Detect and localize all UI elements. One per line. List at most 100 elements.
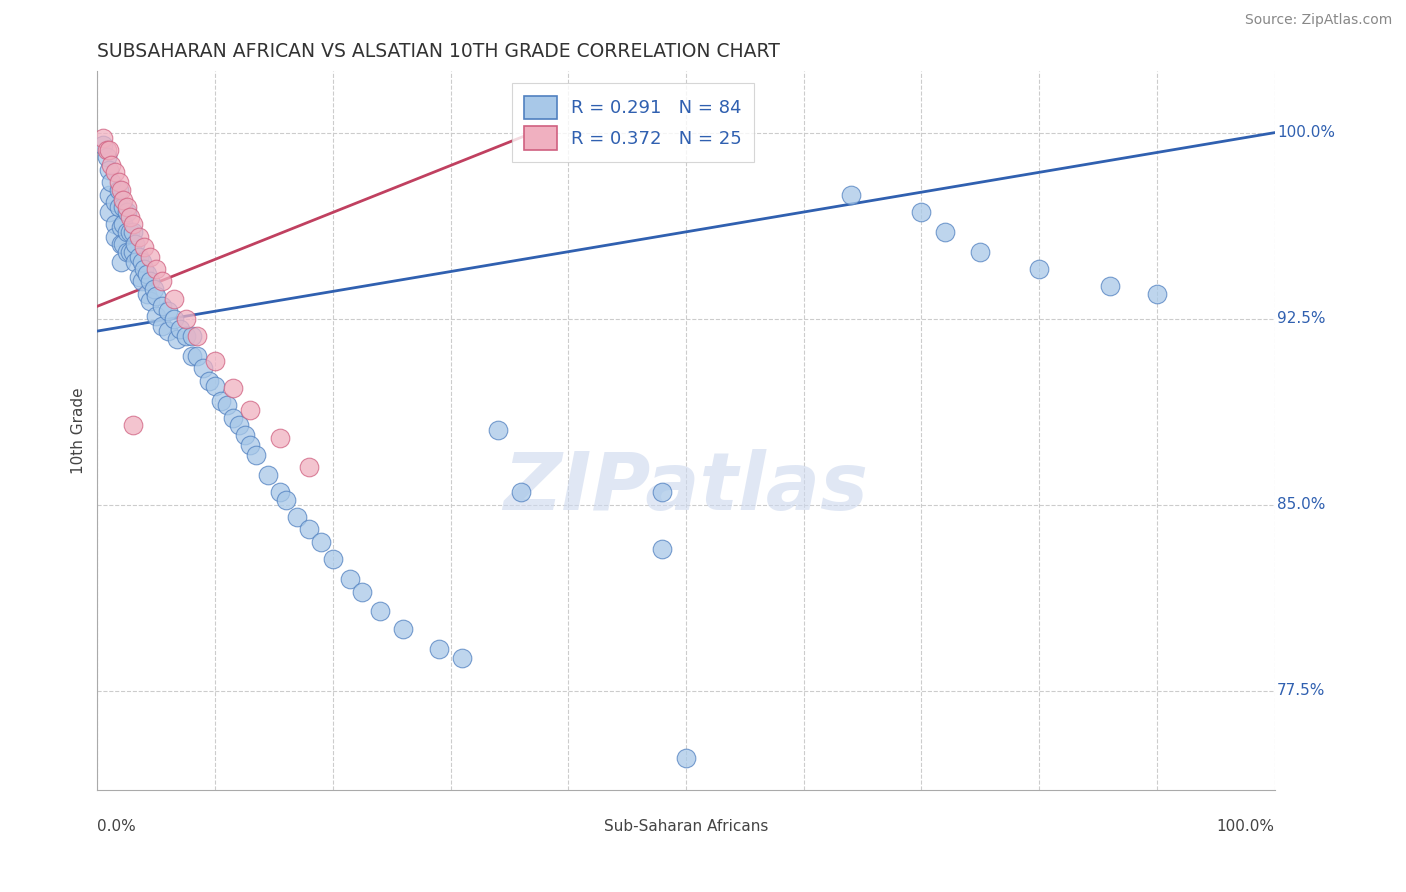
Point: [139, 275, 162, 289]
Point: [139, 250, 162, 264]
Point: [174, 311, 197, 326]
Point: [104, 165, 127, 179]
Point: [180, 329, 202, 343]
Point: [309, 535, 332, 549]
Point: [91, 130, 114, 145]
Point: [322, 552, 344, 566]
Point: [91, 138, 114, 153]
Point: [104, 218, 127, 232]
Point: [1098, 279, 1121, 293]
Point: [510, 485, 533, 500]
Legend: R = 0.291   N = 84, R = 0.372   N = 25: R = 0.291 N = 84, R = 0.372 N = 25: [512, 83, 755, 162]
Point: [209, 393, 232, 408]
Point: [1028, 262, 1050, 277]
Point: [121, 225, 143, 239]
Point: [215, 399, 238, 413]
Text: 0.0%: 0.0%: [97, 819, 136, 834]
Point: [112, 200, 135, 214]
Point: [257, 467, 280, 482]
Point: [651, 542, 673, 557]
Point: [163, 292, 186, 306]
Text: ZIPatlas: ZIPatlas: [503, 449, 869, 527]
Point: [128, 269, 150, 284]
Point: [392, 622, 415, 636]
Point: [120, 210, 142, 224]
Point: [204, 354, 226, 368]
Point: [150, 319, 173, 334]
Point: [163, 311, 186, 326]
Point: [239, 438, 262, 452]
Point: [427, 641, 450, 656]
Point: [121, 218, 143, 232]
Point: [100, 175, 122, 189]
Point: [287, 510, 309, 524]
Point: [112, 193, 135, 207]
Point: [107, 175, 129, 189]
Point: [274, 492, 297, 507]
Point: [115, 205, 138, 219]
Point: [142, 282, 165, 296]
Point: [180, 349, 202, 363]
Text: Sub-Saharan Africans: Sub-Saharan Africans: [603, 819, 768, 834]
Point: [186, 329, 208, 343]
Point: [104, 230, 127, 244]
Point: [110, 237, 132, 252]
Point: [96, 151, 118, 165]
Point: [934, 225, 956, 239]
Text: Source: ZipAtlas.com: Source: ZipAtlas.com: [1244, 13, 1392, 28]
Point: [139, 294, 162, 309]
Y-axis label: 10th Grade: 10th Grade: [72, 387, 86, 474]
Point: [222, 381, 245, 395]
Point: [298, 460, 321, 475]
Point: [120, 225, 142, 239]
Point: [451, 651, 474, 665]
Point: [239, 403, 262, 417]
Point: [131, 254, 153, 268]
Point: [135, 267, 157, 281]
Point: [339, 572, 361, 586]
Point: [115, 225, 138, 239]
Point: [193, 361, 215, 376]
Point: [115, 200, 138, 214]
Point: [145, 262, 167, 277]
Point: [131, 275, 153, 289]
Point: [98, 187, 121, 202]
Text: 100.0%: 100.0%: [1216, 819, 1275, 834]
Point: [174, 329, 197, 343]
Point: [98, 143, 121, 157]
Point: [107, 183, 129, 197]
Point: [107, 200, 129, 214]
Point: [98, 205, 121, 219]
Point: [124, 237, 146, 252]
Point: [156, 304, 179, 318]
Point: [110, 254, 132, 268]
Text: 77.5%: 77.5%: [1277, 683, 1326, 698]
Point: [134, 262, 156, 277]
Point: [135, 286, 157, 301]
Point: [150, 275, 173, 289]
Point: [134, 240, 156, 254]
Point: [198, 374, 221, 388]
Point: [128, 250, 150, 264]
Text: 85.0%: 85.0%: [1277, 497, 1326, 512]
Point: [100, 158, 122, 172]
Point: [233, 428, 256, 442]
Point: [298, 523, 321, 537]
Point: [186, 349, 208, 363]
Point: [128, 230, 150, 244]
Point: [121, 418, 143, 433]
Point: [112, 218, 135, 232]
Point: [228, 418, 250, 433]
Point: [104, 195, 127, 210]
Point: [112, 237, 135, 252]
Point: [222, 410, 245, 425]
Point: [910, 205, 932, 219]
Point: [269, 431, 291, 445]
Point: [120, 244, 142, 259]
Point: [115, 244, 138, 259]
Point: [156, 324, 179, 338]
Point: [368, 604, 391, 618]
Point: [121, 244, 143, 259]
Point: [245, 448, 267, 462]
Point: [839, 187, 862, 202]
